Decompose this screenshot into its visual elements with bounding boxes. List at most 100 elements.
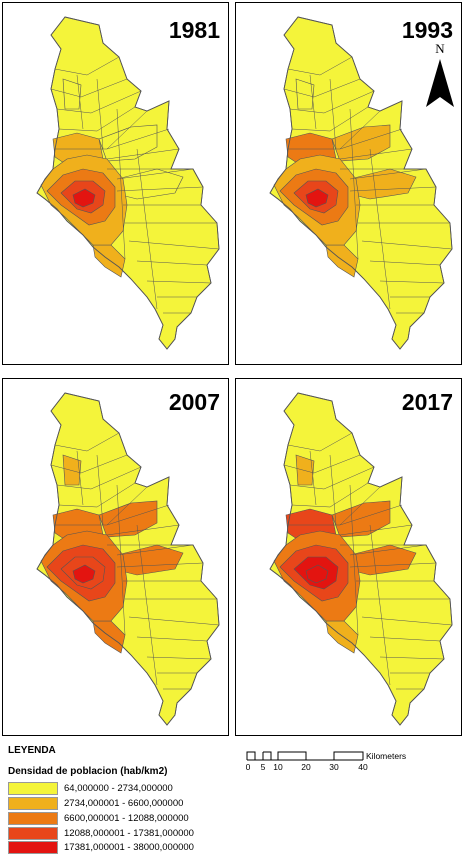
legend-item-5: 17381,000001 - 38000,000000 — [8, 840, 194, 854]
district-boundary — [349, 544, 427, 556]
district-boundary — [136, 524, 158, 686]
district-boundary — [283, 78, 361, 98]
scale-tick-40: 40 — [358, 762, 368, 772]
legend-swatch-2 — [8, 796, 58, 810]
district-boundary — [329, 454, 337, 526]
district-boundary — [50, 78, 128, 98]
legend-title: LEYENDA — [8, 745, 56, 756]
year-label-1981: 1981 — [168, 17, 220, 43]
scale-tick-30: 30 — [329, 762, 339, 772]
year-label-2007: 2007 — [168, 389, 220, 415]
district-boundary — [309, 74, 317, 130]
district-boundary — [116, 544, 194, 556]
district-boundary — [369, 524, 391, 686]
legend-item-4: 12088,000001 - 17381,000000 — [8, 826, 194, 840]
district-boundary — [58, 482, 136, 508]
district-boundary — [289, 90, 375, 114]
legend-label-2: 2734,000001 - 6600,000000 — [64, 797, 184, 809]
legend-label-3: 6600,000001 - 12088,000000 — [64, 812, 189, 824]
scale-tick-5: 5 — [260, 762, 266, 772]
urban-core — [305, 188, 329, 208]
district-boundary — [309, 450, 317, 506]
metro-border — [269, 16, 453, 350]
district-boundary — [339, 148, 413, 160]
district-boundary — [96, 454, 104, 526]
scale-tick-20: 20 — [301, 762, 311, 772]
district-boundary — [54, 432, 120, 452]
district-boundary — [54, 56, 120, 76]
legend-swatch-5 — [8, 840, 58, 854]
legend-label-4: 12088,000001 - 17381,000000 — [64, 827, 194, 839]
district-boundary — [291, 482, 369, 508]
district-boundary — [379, 280, 445, 284]
district-boundary — [146, 280, 212, 284]
district-boundary — [379, 656, 445, 660]
map-2007 — [36, 392, 220, 726]
urban-core — [72, 188, 96, 208]
legend-label-1: 64,000000 - 2734,000000 — [64, 782, 173, 794]
year-label-2017: 2017 — [401, 389, 453, 415]
district-boundary — [369, 148, 391, 310]
legend-subtitle: Densidad de poblacion (hab/km2) — [8, 766, 168, 777]
district-boundary — [76, 450, 84, 506]
legend-swatch-3 — [8, 811, 58, 825]
district-boundary — [146, 656, 212, 660]
scale-bar: 0 5 10 20 30 40 Kilometers — [245, 748, 407, 778]
district-boundary — [349, 562, 437, 568]
urban-core — [305, 564, 329, 584]
district-boundary — [56, 90, 142, 114]
district-boundary — [106, 128, 170, 150]
district-boundary — [136, 148, 158, 310]
legend-swatch-1 — [8, 781, 58, 795]
scale-bar-graphic — [246, 751, 364, 761]
district-boundary — [339, 524, 413, 536]
map-1981 — [36, 16, 220, 350]
district-boundary — [56, 466, 142, 490]
map-panel-2007: 2007 — [2, 378, 229, 736]
district-boundary — [361, 240, 453, 250]
map-panel-2017: 2017 — [235, 378, 462, 736]
north-label: N — [435, 41, 445, 56]
district-boundary — [349, 186, 437, 192]
district-boundary — [96, 78, 104, 150]
legend-item-1: 64,000000 - 2734,000000 — [8, 781, 173, 795]
district-boundary — [136, 636, 208, 642]
district-boundary — [116, 562, 204, 568]
district-boundary — [369, 636, 441, 642]
district-boundary — [287, 56, 353, 76]
district-boundary — [289, 466, 375, 490]
district-boundary — [349, 108, 359, 260]
district-north-west — [295, 454, 315, 486]
district-boundary — [58, 106, 136, 132]
district-boundary — [76, 74, 84, 130]
scale-tick-0: 0 — [245, 762, 251, 772]
district-north-west — [62, 454, 82, 486]
legend-swatch-4 — [8, 826, 58, 840]
district-north-west — [295, 78, 315, 110]
district-boundary — [106, 504, 170, 526]
district-boundary — [339, 128, 403, 150]
district-boundary — [50, 454, 128, 474]
district-boundary — [291, 106, 369, 132]
district-boundary — [283, 454, 361, 474]
district-boundary — [106, 524, 180, 536]
district-north-west — [62, 78, 82, 110]
metro-border — [269, 392, 453, 726]
district-boundary — [116, 186, 204, 192]
urban-core — [72, 564, 96, 584]
district-boundary — [136, 260, 208, 266]
district-boundary — [128, 616, 220, 626]
map-2017 — [269, 392, 453, 726]
map-panel-1981: 1981 — [2, 2, 229, 365]
district-boundary — [287, 432, 353, 452]
metro-border — [36, 392, 220, 726]
district-boundary — [116, 168, 194, 180]
district-boundary — [361, 616, 453, 626]
district-boundary — [349, 168, 427, 180]
north-arrow: N — [426, 41, 454, 107]
north-arrow-icon — [426, 59, 454, 107]
map-1993 — [269, 16, 453, 350]
scale-tick-10: 10 — [273, 762, 283, 772]
district-boundary — [116, 108, 126, 260]
scale-unit: Kilometers — [366, 751, 407, 761]
